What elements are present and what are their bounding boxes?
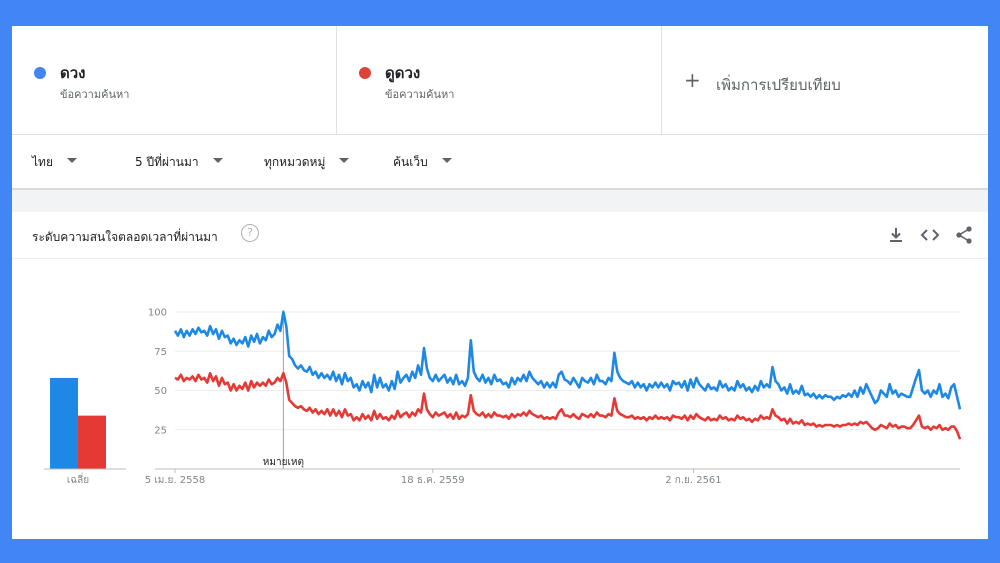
search-type-dropdown[interactable]: ค้นเว็บ bbox=[393, 153, 452, 172]
time-range-dropdown[interactable]: 5 ปีที่ผ่านมา bbox=[135, 153, 223, 172]
search-term-1[interactable]: ดวง ข้อความค้นหา bbox=[12, 26, 337, 134]
series-line-duang bbox=[173, 310, 962, 410]
search-type-value: ค้นเว็บ bbox=[393, 155, 428, 169]
x-axis-tick-labels: 5 เม.ย. 2558 18 ธ.ค. 2559 2 ก.ย. 2561 bbox=[145, 469, 722, 486]
interest-over-time-chart: 100 75 50 25 เฉลี่ย หมายเหตุ 5 เม.ย. 2558 18… bbox=[44, 308, 962, 486]
series-line-duduang bbox=[174, 371, 962, 440]
chevron-down-icon bbox=[66, 158, 77, 163]
trends-panel: ดวง ข้อความค้นหา ดูดวง ข้อความค้นหา + เพ… bbox=[12, 26, 988, 539]
term-name: ดูดวง bbox=[385, 64, 421, 82]
section-divider bbox=[12, 190, 988, 212]
annotation-label[interactable]: หมายเหตุ bbox=[263, 457, 304, 468]
average-bar bbox=[78, 415, 106, 469]
time-range-value: 5 ปีที่ผ่านมา bbox=[135, 155, 199, 169]
region-dropdown[interactable]: ไทย bbox=[32, 153, 77, 172]
download-icon[interactable] bbox=[886, 225, 906, 245]
x-tick-label: 5 เม.ย. 2558 bbox=[145, 475, 205, 486]
embed-icon[interactable] bbox=[920, 225, 940, 245]
term-name: ดวง bbox=[60, 64, 86, 82]
x-tick-label: 2 ก.ย. 2561 bbox=[665, 475, 721, 486]
filter-row: ไทย 5 ปีที่ผ่านมา ทุกหมวดหมู่ ค้นเว็บ bbox=[12, 135, 988, 190]
term-type: ข้อความค้นหา bbox=[385, 88, 455, 101]
term-type: ข้อความค้นหา bbox=[60, 88, 130, 101]
category-dropdown[interactable]: ทุกหมวดหมู่ bbox=[264, 153, 350, 172]
series-color-dot bbox=[34, 67, 46, 79]
y-tick-label: 100 bbox=[148, 308, 167, 319]
add-comparison-button[interactable]: + เพิ่มการเปรียบเทียบ bbox=[662, 26, 988, 134]
chart-gridlines bbox=[175, 311, 960, 431]
y-tick-label: 25 bbox=[154, 425, 167, 436]
chevron-down-icon bbox=[339, 158, 350, 163]
average-bar-chart: เฉลี่ย bbox=[44, 377, 126, 486]
search-term-2[interactable]: ดูดวง ข้อความค้นหา bbox=[337, 26, 662, 134]
average-bar bbox=[50, 377, 78, 469]
series-color-dot bbox=[359, 67, 371, 79]
share-icon[interactable] bbox=[954, 225, 974, 245]
chevron-down-icon bbox=[212, 158, 223, 163]
y-tick-label: 50 bbox=[154, 386, 167, 397]
y-axis-tick-labels: 100 75 50 25 bbox=[148, 308, 167, 437]
y-tick-label: 75 bbox=[154, 347, 167, 358]
average-label: เฉลี่ย bbox=[67, 472, 89, 486]
chart-card-header: ระดับความสนใจตลอดเวลาที่ผ่านมา ? bbox=[12, 212, 988, 259]
compare-row: ดวง ข้อความค้นหา ดูดวง ข้อความค้นหา + เพ… bbox=[12, 26, 988, 135]
x-tick-label: 18 ธ.ค. 2559 bbox=[401, 475, 465, 486]
chart-card-title: ระดับความสนใจตลอดเวลาที่ผ่านมา bbox=[32, 230, 218, 244]
chevron-down-icon bbox=[441, 158, 452, 163]
plus-icon: + bbox=[684, 68, 701, 92]
category-value: ทุกหมวดหมู่ bbox=[264, 155, 326, 169]
help-icon[interactable]: ? bbox=[241, 224, 259, 242]
add-comparison-label: เพิ่มการเปรียบเทียบ bbox=[716, 76, 841, 94]
region-value: ไทย bbox=[32, 155, 53, 169]
